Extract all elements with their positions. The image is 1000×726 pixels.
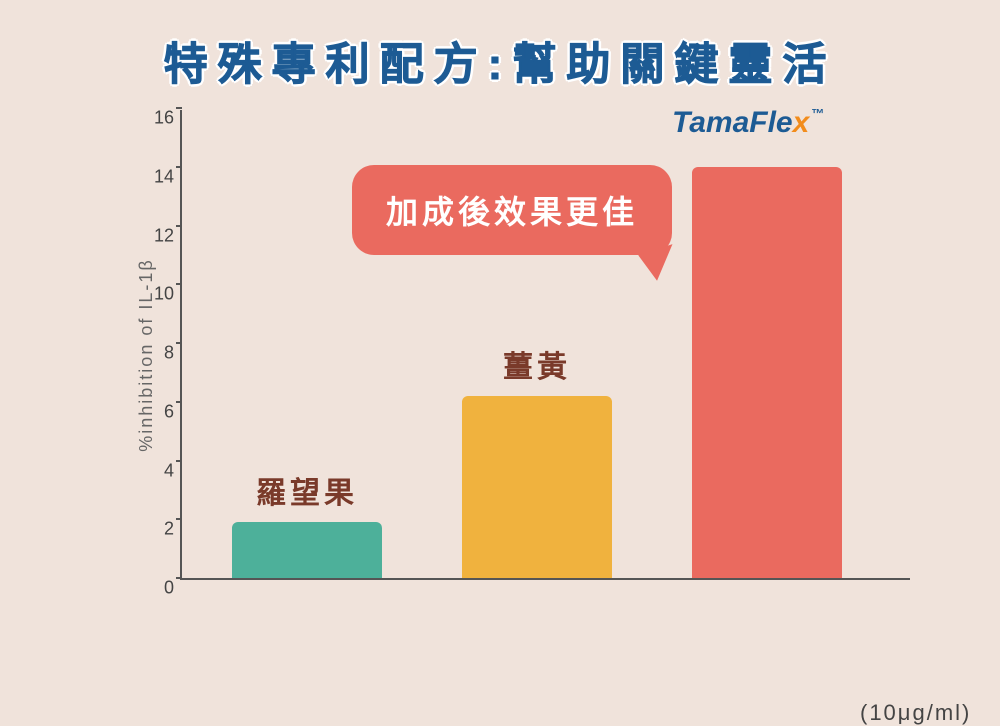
bar-label-0: 羅望果: [207, 468, 407, 512]
x-axis-unit: (10μg/ml): [860, 700, 971, 726]
bar-0: [232, 522, 382, 578]
y-tick-mark: [176, 577, 182, 579]
y-tick-label: 6: [144, 401, 174, 422]
y-tick-mark: [176, 166, 182, 168]
y-tick-label: 4: [144, 460, 174, 481]
callout-text: 加成後效果更佳: [386, 187, 638, 233]
y-tick-label: 10: [144, 284, 174, 305]
y-tick-label: 0: [144, 578, 174, 599]
brand-x-icon: x: [793, 106, 810, 139]
y-tick-label: 2: [144, 519, 174, 540]
y-tick-label: 16: [144, 108, 174, 129]
bar-2: [692, 167, 842, 578]
y-tick-mark: [176, 225, 182, 227]
y-tick-mark: [176, 107, 182, 109]
bar-1: [462, 396, 612, 578]
callout-bubble: 加成後效果更佳: [352, 165, 672, 255]
y-tick-mark: [176, 460, 182, 462]
y-tick-mark: [176, 283, 182, 285]
y-tick-mark: [176, 518, 182, 520]
y-tick-label: 12: [144, 225, 174, 246]
plot-area: 加成後效果更佳 TamaFlex™ 0246810121416羅望果薑黃: [180, 110, 910, 580]
brand-prefix: TamaFle: [672, 106, 793, 139]
y-tick-mark: [176, 401, 182, 403]
brand-logo: TamaFlex™: [672, 106, 824, 140]
y-tick-label: 8: [144, 343, 174, 364]
chart-area: %inhibition of IL-1β 加成後效果更佳 TamaFlex™ 0…: [150, 110, 910, 600]
bar-label-1: 薑黃: [437, 342, 637, 386]
page-title: 特殊專利配方:幫助關鍵靈活: [0, 28, 1000, 92]
y-tick-mark: [176, 342, 182, 344]
y-tick-label: 14: [144, 166, 174, 187]
